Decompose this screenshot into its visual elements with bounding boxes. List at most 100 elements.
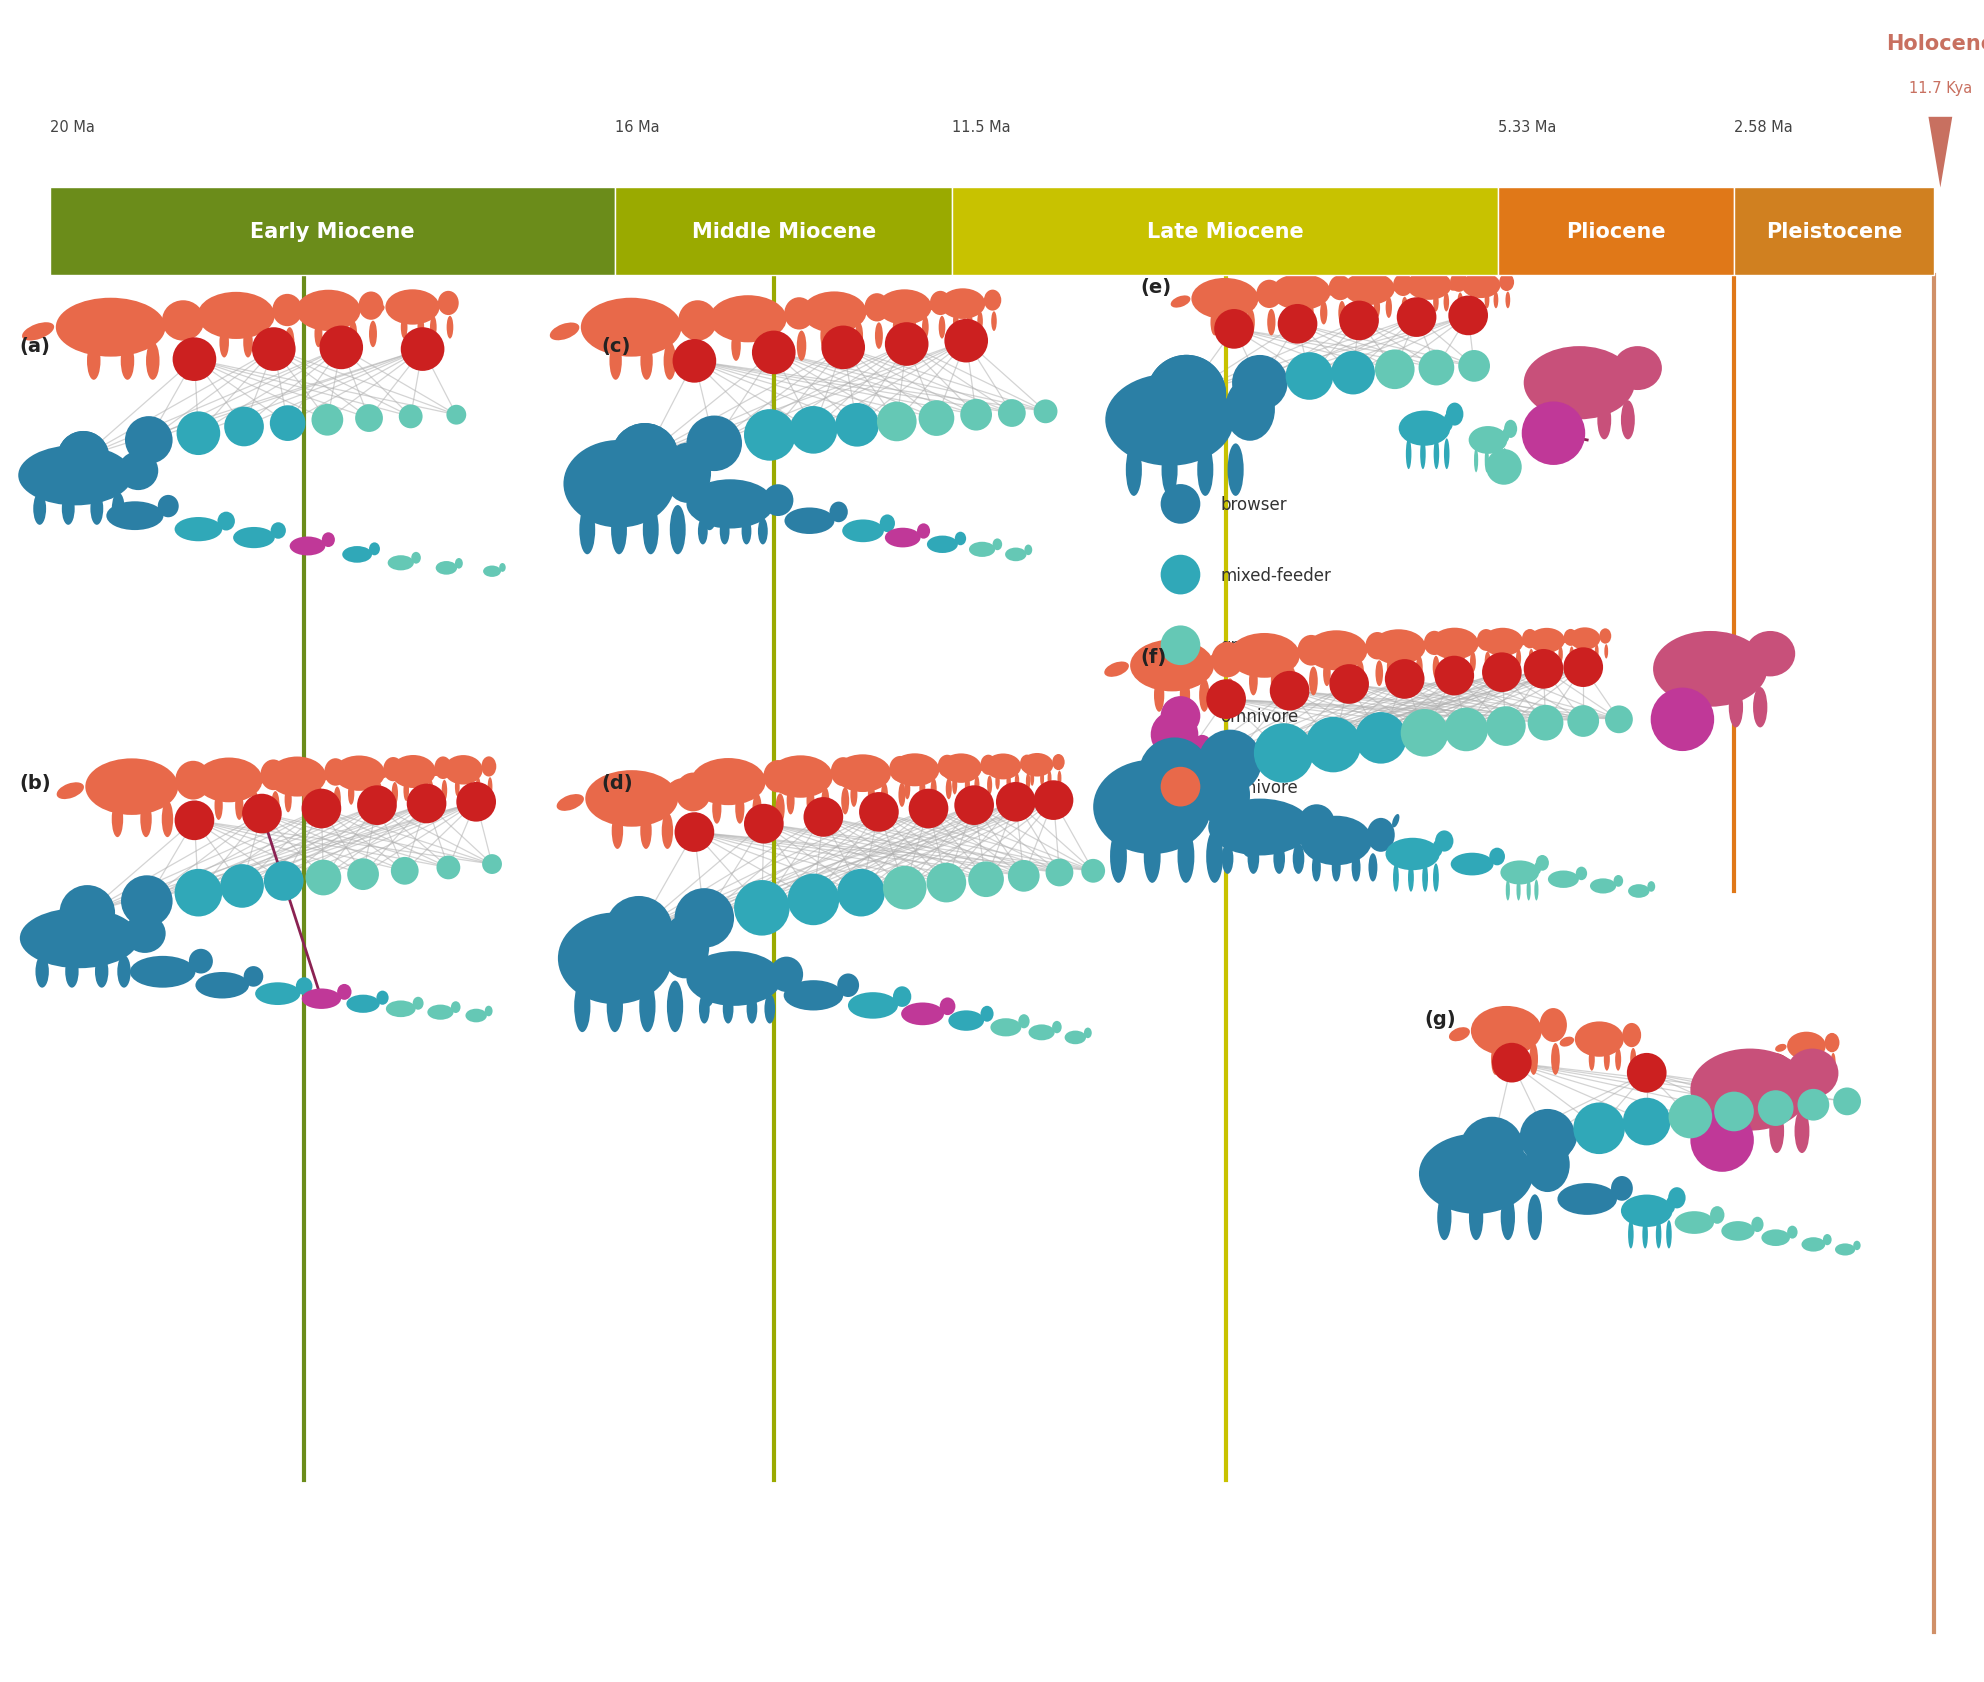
Circle shape (944, 320, 988, 363)
Ellipse shape (236, 792, 244, 821)
Ellipse shape (1613, 876, 1623, 888)
Ellipse shape (1615, 1048, 1621, 1071)
Circle shape (1305, 717, 1361, 774)
Ellipse shape (770, 957, 804, 992)
Circle shape (1434, 656, 1474, 696)
Ellipse shape (268, 757, 325, 797)
Ellipse shape (1550, 648, 1555, 663)
Circle shape (347, 860, 379, 890)
Ellipse shape (159, 496, 179, 518)
Ellipse shape (736, 794, 744, 824)
Circle shape (175, 870, 222, 917)
Polygon shape (1928, 118, 1952, 188)
Text: Late Miocene: Late Miocene (1147, 222, 1303, 242)
Ellipse shape (369, 321, 377, 348)
Ellipse shape (550, 323, 579, 341)
Ellipse shape (1667, 688, 1682, 728)
Ellipse shape (607, 981, 623, 1033)
Ellipse shape (175, 777, 194, 791)
Ellipse shape (1470, 653, 1476, 673)
Ellipse shape (85, 759, 179, 816)
Ellipse shape (1801, 1238, 1825, 1251)
Text: 16 Ma: 16 Ma (615, 121, 659, 135)
Ellipse shape (482, 757, 496, 777)
Ellipse shape (1040, 772, 1044, 787)
Circle shape (996, 782, 1036, 822)
Ellipse shape (802, 293, 867, 333)
Ellipse shape (58, 782, 83, 799)
Ellipse shape (988, 775, 992, 796)
Ellipse shape (1536, 856, 1550, 871)
Ellipse shape (690, 812, 702, 849)
Ellipse shape (1647, 881, 1655, 891)
Ellipse shape (762, 484, 794, 516)
Ellipse shape (22, 323, 54, 341)
Ellipse shape (909, 316, 917, 340)
Ellipse shape (940, 754, 982, 784)
Ellipse shape (1825, 1033, 1839, 1053)
Ellipse shape (270, 523, 286, 540)
Circle shape (752, 331, 796, 375)
Ellipse shape (684, 316, 708, 330)
Ellipse shape (121, 343, 135, 380)
Ellipse shape (817, 770, 833, 782)
Ellipse shape (1109, 831, 1127, 883)
Ellipse shape (476, 777, 480, 797)
Ellipse shape (1540, 1009, 1567, 1043)
Ellipse shape (1754, 688, 1768, 728)
Ellipse shape (1589, 880, 1617, 895)
Ellipse shape (214, 792, 222, 821)
Ellipse shape (1809, 1053, 1815, 1071)
Ellipse shape (1704, 1110, 1720, 1154)
Ellipse shape (1432, 841, 1442, 856)
Ellipse shape (347, 996, 379, 1013)
Ellipse shape (1835, 1243, 1855, 1256)
Ellipse shape (865, 294, 889, 323)
Ellipse shape (875, 323, 883, 350)
Ellipse shape (974, 765, 984, 772)
Ellipse shape (558, 794, 583, 811)
Ellipse shape (927, 303, 940, 311)
Ellipse shape (611, 812, 623, 849)
Ellipse shape (1393, 274, 1413, 296)
Circle shape (311, 405, 343, 436)
Circle shape (821, 326, 865, 370)
Ellipse shape (343, 547, 373, 563)
Text: (b): (b) (20, 774, 52, 792)
Ellipse shape (1502, 429, 1510, 442)
Ellipse shape (1448, 1028, 1470, 1041)
Ellipse shape (391, 755, 436, 789)
Circle shape (446, 405, 466, 426)
Ellipse shape (1014, 774, 1020, 791)
Ellipse shape (1667, 1198, 1674, 1213)
Ellipse shape (500, 563, 506, 572)
Ellipse shape (1048, 772, 1052, 787)
Circle shape (1214, 309, 1254, 350)
Ellipse shape (1180, 680, 1190, 713)
Ellipse shape (107, 501, 163, 532)
Circle shape (1492, 1043, 1532, 1083)
Ellipse shape (768, 755, 833, 799)
Circle shape (1147, 355, 1226, 436)
Circle shape (58, 432, 109, 483)
Ellipse shape (1268, 309, 1276, 336)
Ellipse shape (1270, 372, 1284, 397)
Ellipse shape (296, 977, 311, 996)
Ellipse shape (91, 493, 103, 525)
Ellipse shape (1419, 1134, 1534, 1214)
Text: 5.33 Ma: 5.33 Ma (1498, 121, 1555, 135)
Circle shape (1758, 1090, 1794, 1127)
Ellipse shape (764, 760, 792, 792)
Ellipse shape (1387, 656, 1393, 680)
Ellipse shape (296, 291, 361, 331)
Circle shape (1486, 706, 1526, 747)
Ellipse shape (315, 787, 323, 812)
Ellipse shape (579, 506, 595, 555)
Ellipse shape (563, 441, 675, 528)
Ellipse shape (758, 518, 768, 545)
Ellipse shape (1450, 853, 1494, 876)
Circle shape (927, 863, 966, 903)
Circle shape (837, 870, 885, 917)
Ellipse shape (173, 313, 196, 326)
Text: Early Miocene: Early Miocene (250, 222, 415, 242)
